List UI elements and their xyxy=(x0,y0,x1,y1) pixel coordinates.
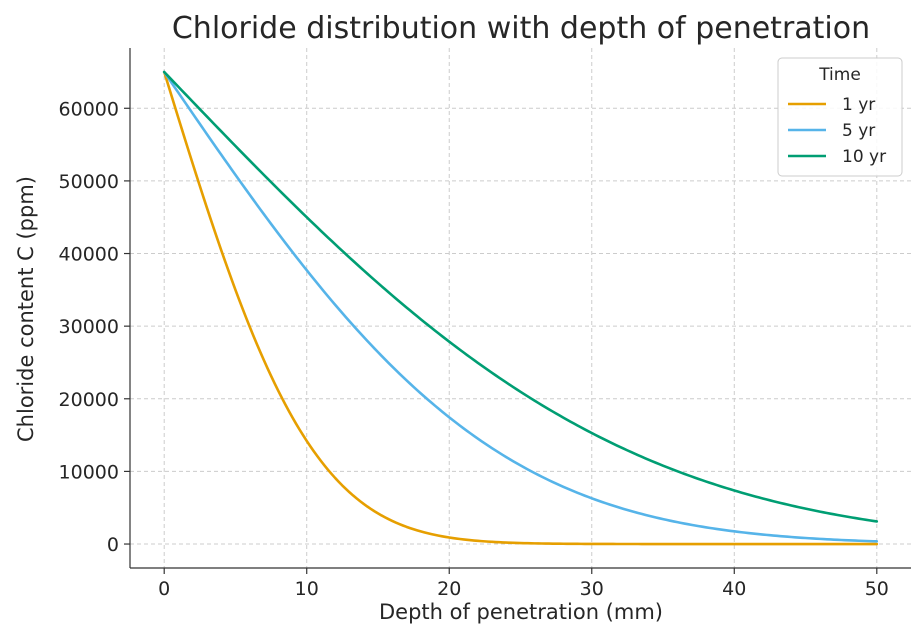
x-tick-label-10: 10 xyxy=(295,578,319,600)
legend: Time 1 yr 5 yr 10 yr xyxy=(777,57,903,177)
y-tick-label-10000: 10000 xyxy=(59,461,119,483)
series-line-10-yr xyxy=(162,70,879,523)
x-tick-label-20: 20 xyxy=(437,578,461,600)
y-tick-label-50000: 50000 xyxy=(59,171,119,193)
legend-items: 1 yr 5 yr 10 yr xyxy=(788,95,886,167)
y-tick-label-0: 0 xyxy=(107,534,119,556)
legend-frame xyxy=(777,57,903,177)
y-tick-label-40000: 40000 xyxy=(59,244,119,266)
x-axis-label: Depth of penetration (mm) xyxy=(379,600,663,624)
x-tick-label-30: 30 xyxy=(580,578,604,600)
legend-label-1-yr: 1 yr xyxy=(842,95,875,115)
legend-label-5-yr: 5 yr xyxy=(842,121,875,141)
series-line-5-yr xyxy=(162,70,879,543)
series-layer xyxy=(162,70,879,546)
x-tick-label-0: 0 xyxy=(158,578,170,600)
y-axis-label: Chloride content C (ppm) xyxy=(14,176,38,442)
legend-title: Time xyxy=(818,65,861,85)
axes-layer: 0 10 20 30 40 50 0 10000 20000 30000 40000 50000 600… xyxy=(59,48,911,600)
chart-title: Chloride distribution with depth of pene… xyxy=(172,11,870,46)
y-tick-label-30000: 30000 xyxy=(59,316,119,338)
x-tick-label-40: 40 xyxy=(722,578,746,600)
y-tick-label-60000: 60000 xyxy=(59,98,119,120)
y-tick-label-20000: 20000 xyxy=(59,389,119,411)
legend-label-10-yr: 10 yr xyxy=(842,147,886,167)
x-tick-label-50: 50 xyxy=(865,578,889,600)
series-line-1-yr xyxy=(162,70,879,546)
